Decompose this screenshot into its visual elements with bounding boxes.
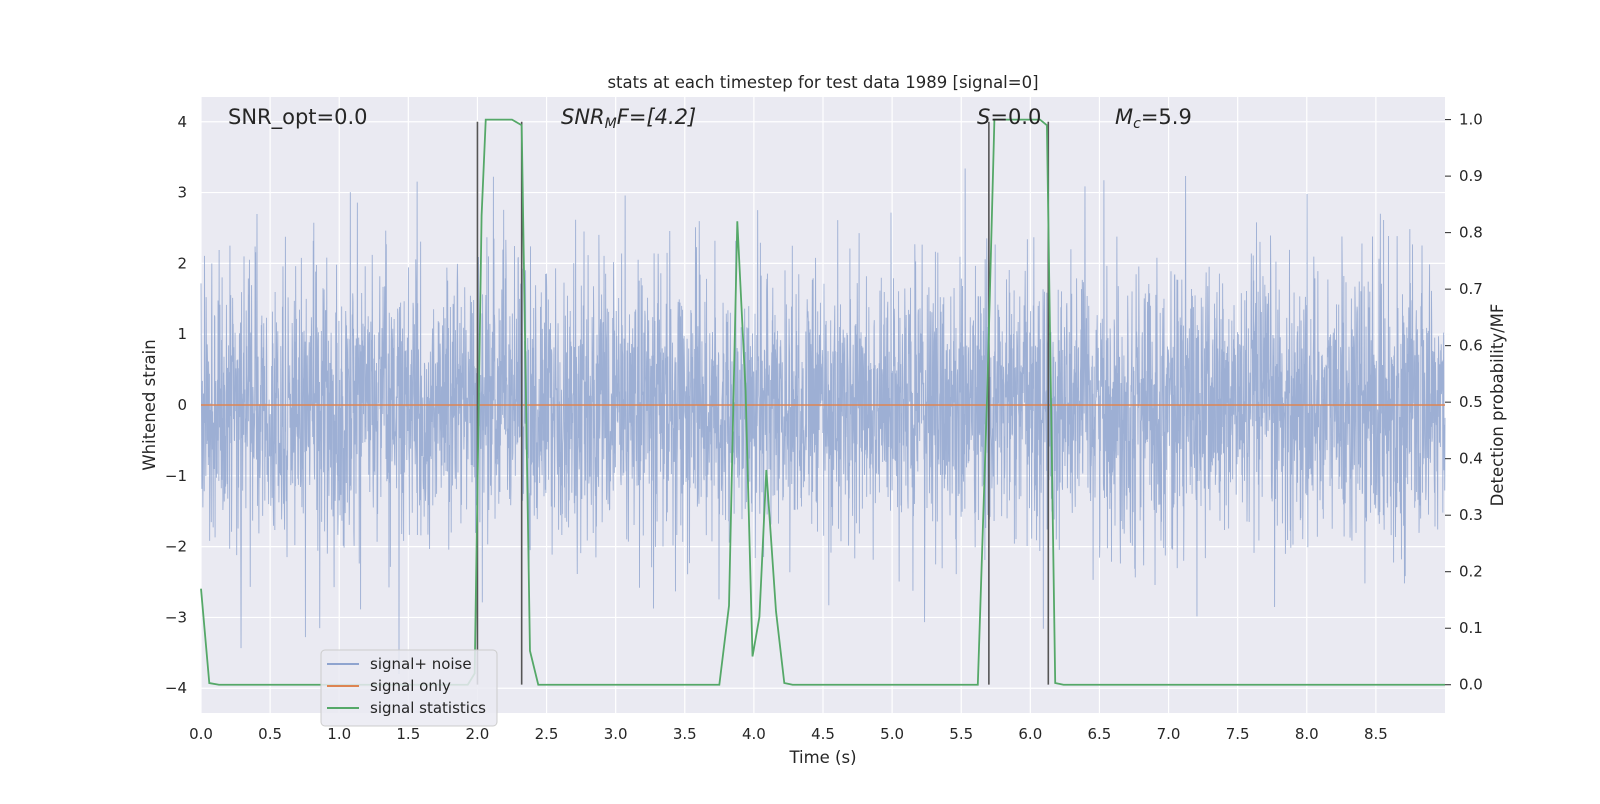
y-right-tick-label: 0.9 <box>1459 167 1483 185</box>
x-tick-label: 6.0 <box>1018 725 1042 743</box>
x-tick-label: 8.0 <box>1295 725 1319 743</box>
x-tick-label: 3.0 <box>604 725 628 743</box>
x-tick-label: 7.0 <box>1157 725 1181 743</box>
y-axis-right-label: Detection probability/MF <box>1488 304 1507 507</box>
x-tick-label: 7.5 <box>1226 725 1250 743</box>
annotation-snr-mf-suffix: F=[4.2] <box>617 105 696 129</box>
chart-title: stats at each timestep for test data 198… <box>607 73 1038 92</box>
annotation-mc: Mc=5.9 <box>1115 105 1192 132</box>
annotation-s: S=0.0 <box>977 105 1041 129</box>
x-axis-label: Time (s) <box>788 748 856 767</box>
y-right-tick-label: 0.5 <box>1459 393 1483 411</box>
legend-label-signal-statistics: signal statistics <box>370 699 486 717</box>
y-right-tick-label: 0.3 <box>1459 506 1483 524</box>
y-left-tick-label: −2 <box>165 538 187 556</box>
y-left-tick-label: 1 <box>177 325 187 343</box>
signal-noise-line <box>200 168 1446 675</box>
legend: signal+ noise signal only signal statist… <box>320 649 498 727</box>
y-left-tick-label: 2 <box>177 254 187 272</box>
x-tick-label: 4.5 <box>811 725 835 743</box>
vertical-markers <box>476 121 1050 685</box>
y-right-tick-label: 0.7 <box>1459 280 1483 298</box>
x-tick-label: 8.5 <box>1364 725 1388 743</box>
annotation-snr-opt: SNR_opt=0.0 <box>228 105 368 130</box>
annotation-s-main: S <box>977 105 990 129</box>
annotation-snr-mf-main: SNR <box>561 105 605 129</box>
x-tick-label: 5.0 <box>880 725 904 743</box>
x-tick-label: 4.0 <box>742 725 766 743</box>
x-tick-label: 0.0 <box>189 725 213 743</box>
annotation-mc-sub: c <box>1133 116 1141 132</box>
annotation-mc-suffix: =5.9 <box>1141 105 1192 129</box>
y-right-tick-label: 0.1 <box>1459 619 1483 637</box>
x-tick-label: 2.0 <box>466 725 490 743</box>
annotation-s-suffix: =0.0 <box>990 105 1041 129</box>
legend-label-signal-noise: signal+ noise <box>370 655 472 673</box>
y-left-tick-label: −1 <box>165 467 187 485</box>
legend-box <box>320 649 498 727</box>
y-axis-left-label: Whitened strain <box>140 339 159 470</box>
y-axis-left-ticks: −4 −3 −2 −1 0 1 2 3 4 <box>165 113 187 697</box>
y-left-tick-label: 0 <box>177 396 187 414</box>
y-left-tick-label: −3 <box>165 608 187 626</box>
y-axis-right-ticks: 0.0 0.1 0.2 0.3 0.4 0.5 0.6 0.7 0.8 0.9 1.0 <box>1445 111 1483 694</box>
x-tick-label: 2.5 <box>535 725 559 743</box>
y-right-tick-label: 0.0 <box>1459 676 1483 694</box>
y-right-tick-label: 0.6 <box>1459 337 1483 355</box>
x-tick-label: 1.5 <box>396 725 420 743</box>
y-right-tick-label: 1.0 <box>1459 111 1483 129</box>
y-right-tick-label: 0.4 <box>1459 450 1483 468</box>
signal-noise-series <box>200 168 1446 675</box>
y-left-tick-label: −4 <box>165 679 187 697</box>
x-tick-label: 1.0 <box>327 725 351 743</box>
x-tick-label: 0.5 <box>258 725 282 743</box>
y-left-tick-label: 3 <box>177 184 187 202</box>
x-tick-label: 6.5 <box>1088 725 1112 743</box>
legend-label-signal-only: signal only <box>370 677 451 695</box>
x-tick-label: 3.5 <box>673 725 697 743</box>
x-tick-label: 5.5 <box>949 725 973 743</box>
y-right-tick-label: 0.2 <box>1459 563 1483 581</box>
annotation-snr-mf-sub: M <box>605 116 617 132</box>
x-axis-ticks: 0.0 0.5 1.0 1.5 2.0 2.5 3.0 3.5 4.0 4.5 5.0 5.5 6.0 6… <box>189 725 1388 743</box>
annotation-snr-mf: SNRMF=[4.2] <box>561 105 696 132</box>
y-left-tick-label: 4 <box>177 113 187 131</box>
y-right-tick-label: 0.8 <box>1459 224 1483 242</box>
annotation-mc-main: M <box>1115 105 1133 129</box>
